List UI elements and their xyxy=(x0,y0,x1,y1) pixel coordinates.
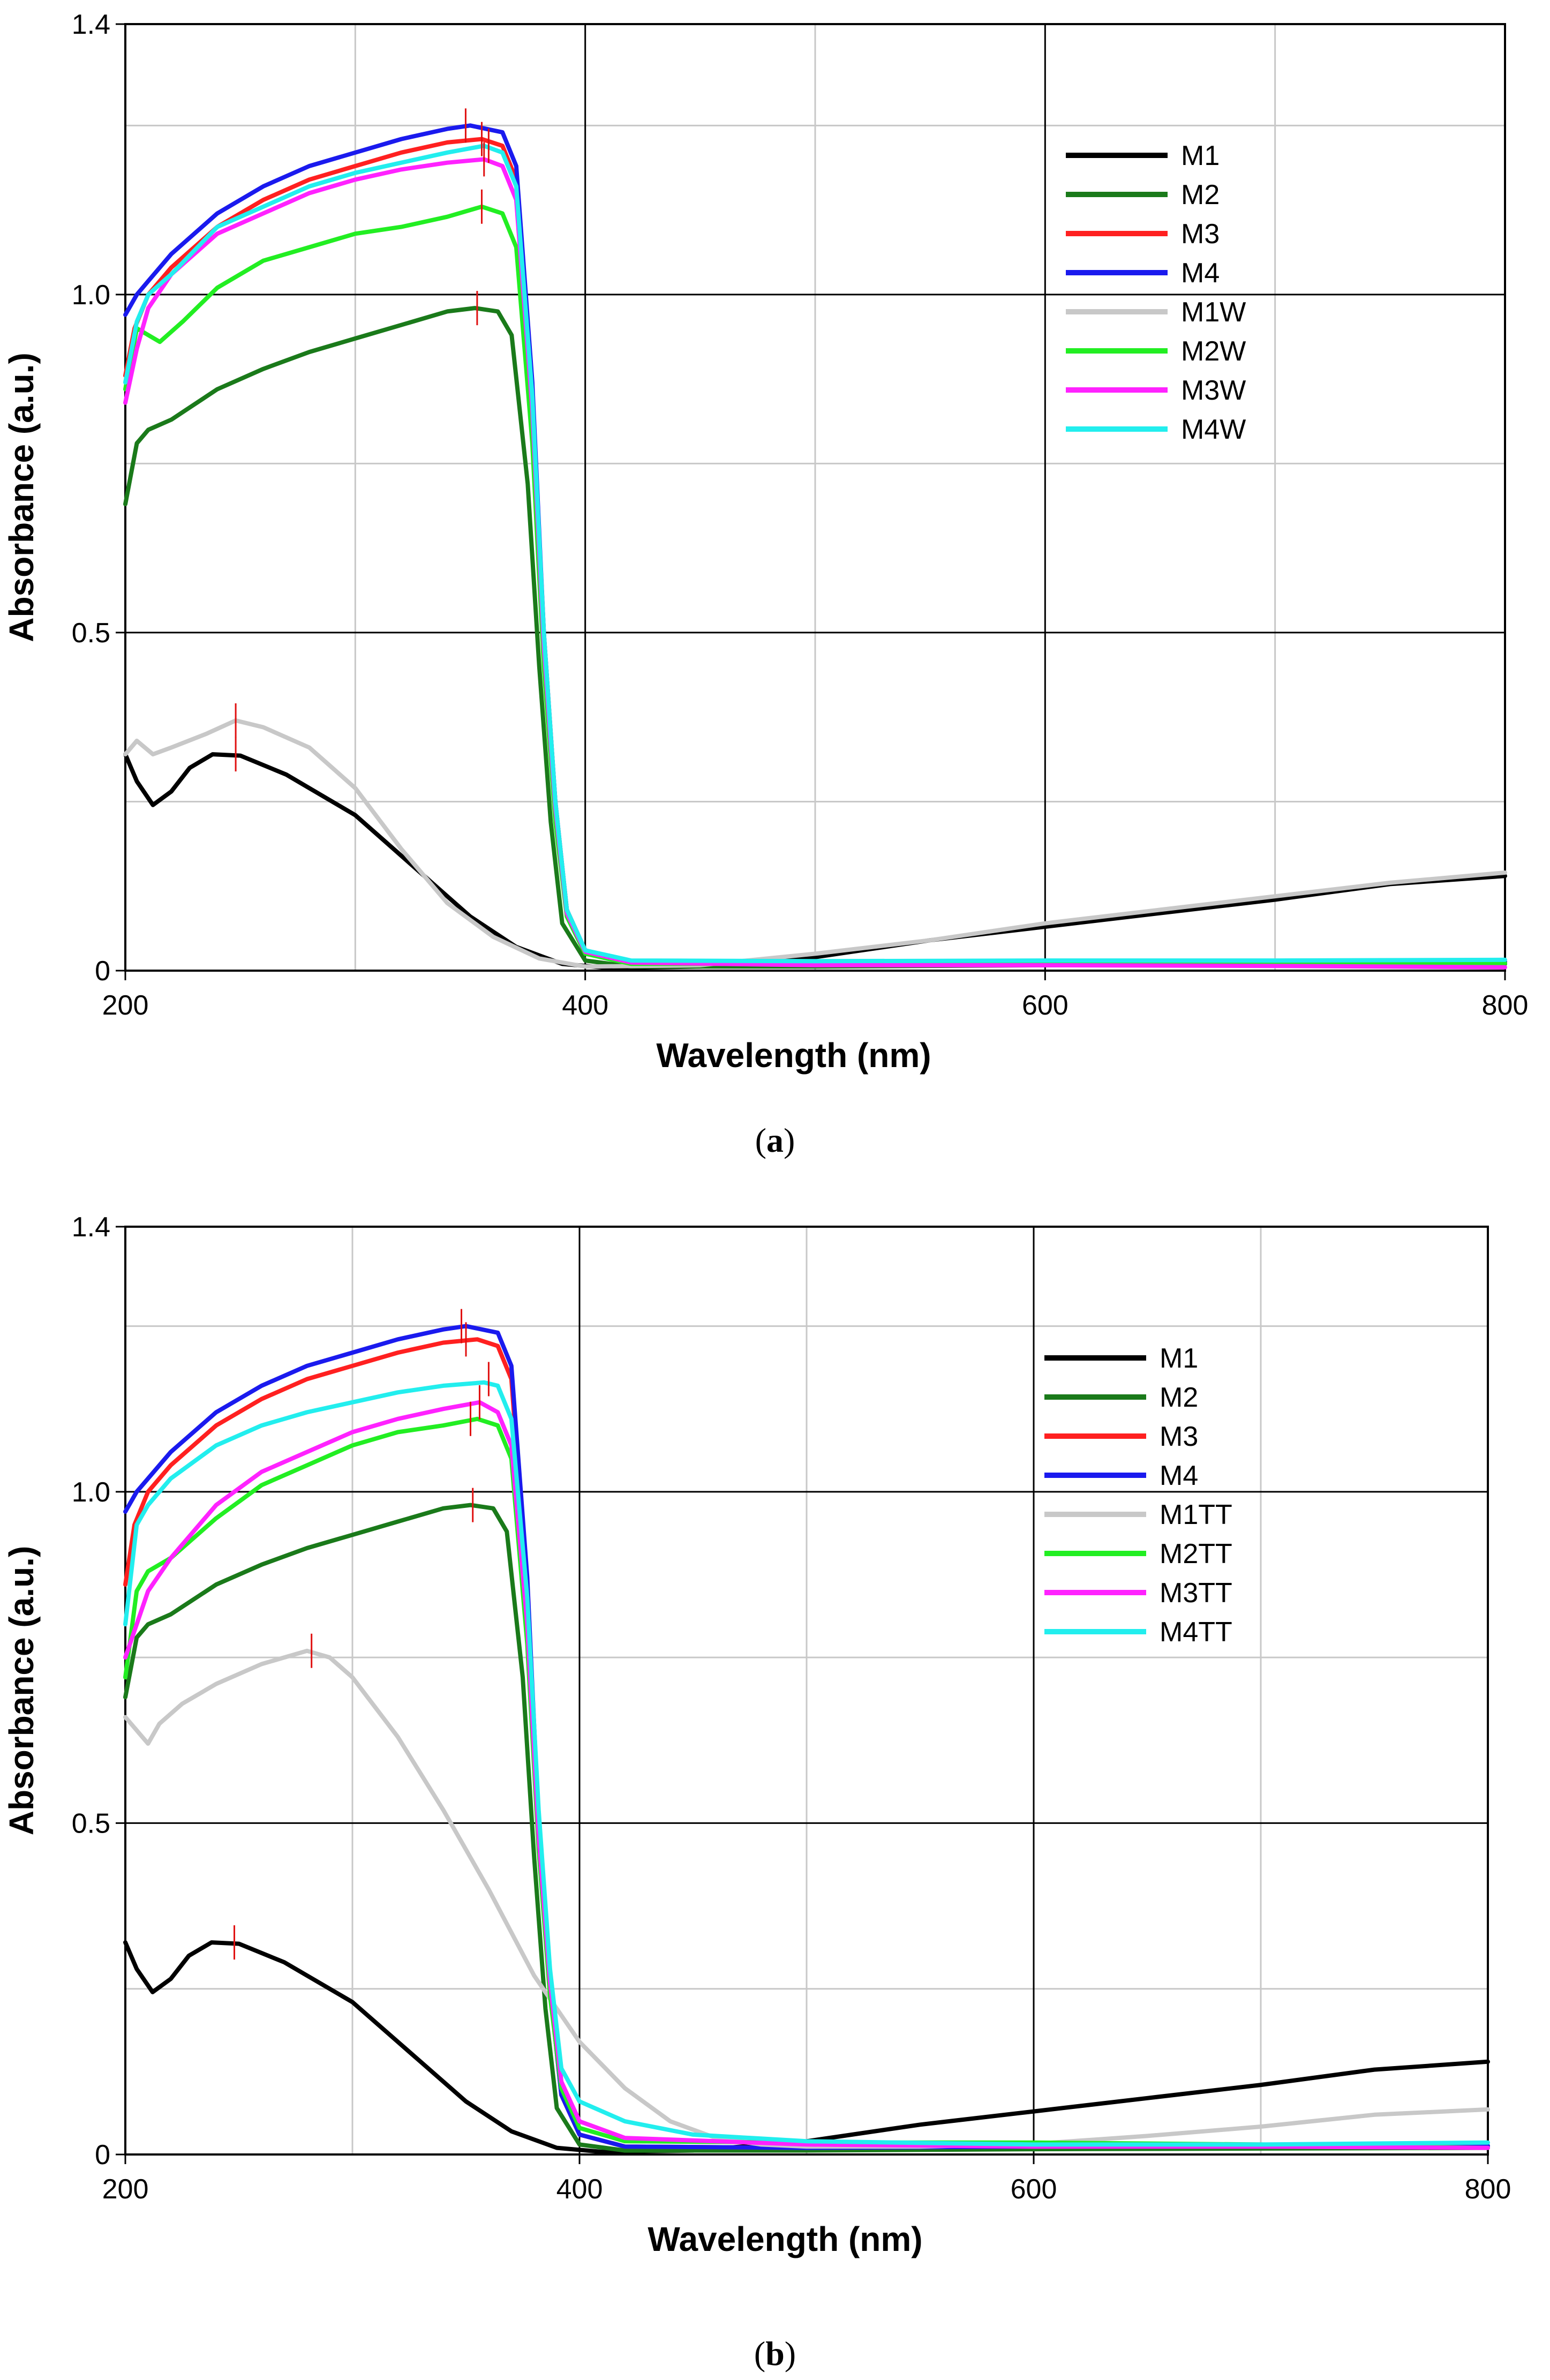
x-tick-label: 600 xyxy=(1011,2174,1057,2205)
series-line-m4w xyxy=(123,144,1507,964)
x-tick-label: 400 xyxy=(562,990,608,1021)
x-tick-label: 600 xyxy=(1022,990,1069,1021)
x-tick-label: 800 xyxy=(1482,990,1529,1021)
x-tick-label: 200 xyxy=(102,990,149,1021)
legend-label-m4: M4 xyxy=(1181,258,1220,289)
chart-a: 200 400 600 800 0 0.5 1.0 1.4 Wavelength (nm) Abs… xyxy=(2,9,1528,1075)
legend-label-m1w: M1W xyxy=(1181,297,1246,328)
panel-a-caption: (a) xyxy=(755,1121,795,1159)
legend-label-m3: M3 xyxy=(1181,219,1220,250)
y-tick-label: 1.0 xyxy=(72,1477,110,1508)
x-axis-title: Wavelength (nm) xyxy=(656,1036,931,1075)
y-tick-label: 1.4 xyxy=(72,9,110,40)
chart-b: 200 400 600 800 0 0.5 1.0 1.4 Wavelength (nm) Abs… xyxy=(2,1212,1511,2258)
y-tick-label: 0.5 xyxy=(72,618,110,649)
y-tick-label: 0.5 xyxy=(72,1808,110,1839)
series-line-m3tt xyxy=(123,1400,1490,2150)
legend-label-m3: M3 xyxy=(1160,1421,1198,1452)
y-tick-label: 0 xyxy=(95,956,110,987)
legend-label-m2w: M2W xyxy=(1181,336,1246,367)
series-line-m1 xyxy=(123,1940,1490,2154)
x-tick-label: 400 xyxy=(556,2174,603,2205)
panel-b-caption: (b) xyxy=(754,2334,796,2373)
legend-label-m1tt: M1TT xyxy=(1160,1499,1232,1530)
y-axis-title: Absorbance (a.u.) xyxy=(2,352,41,642)
y-tick-label: 0 xyxy=(95,2139,110,2171)
series-line-m4 xyxy=(123,1324,1490,2150)
series-line-m3w xyxy=(123,157,1507,970)
legend-label-m1: M1 xyxy=(1160,1343,1198,1374)
series-line-m4tt xyxy=(123,1380,1490,2147)
x-axis-title: Wavelength (nm) xyxy=(648,2220,922,2258)
y-tick-label: 1.0 xyxy=(72,280,110,311)
legend-label-m3tt: M3TT xyxy=(1160,1578,1232,1609)
legend-label-m4w: M4W xyxy=(1181,414,1246,445)
legend-label-m2: M2 xyxy=(1160,1382,1198,1413)
legend-label-m4: M4 xyxy=(1160,1460,1198,1491)
legend-label-m3w: M3W xyxy=(1181,375,1246,406)
x-tick-label: 200 xyxy=(102,2174,149,2205)
y-tick-label: 1.4 xyxy=(72,1212,110,1243)
series-line-m2 xyxy=(123,1503,1490,2153)
series-line-m1 xyxy=(123,752,1507,970)
series-line-m1w xyxy=(123,718,1507,969)
y-axis-title: Absorbance (a.u.) xyxy=(2,1546,41,1836)
legend-label-m2: M2 xyxy=(1181,179,1220,211)
x-tick-label: 800 xyxy=(1465,2174,1511,2205)
legend-label-m1: M1 xyxy=(1181,140,1220,171)
legend-label-m2tt: M2TT xyxy=(1160,1538,1232,1570)
legend-label-m4tt: M4TT xyxy=(1160,1617,1232,1648)
